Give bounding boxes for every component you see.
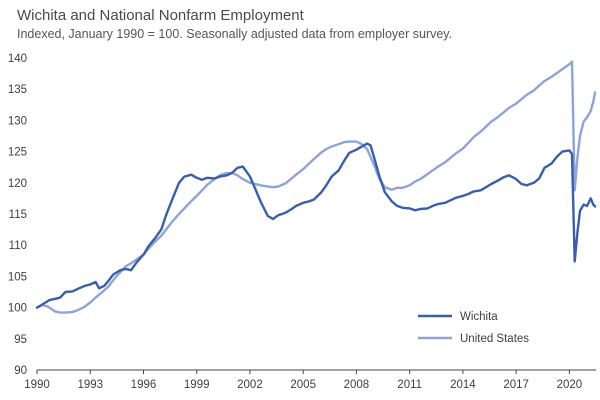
y-tick-label: 125	[8, 147, 27, 159]
y-tick-label: 115	[9, 209, 27, 221]
legend-label: Wichita	[460, 311, 498, 323]
y-axis: 90 95 100 105 110 115 120 125 130 135 140	[8, 53, 27, 377]
x-tick-label: 1990	[24, 379, 50, 391]
y-tick-label: 135	[8, 84, 27, 96]
y-tick-label: 100	[8, 303, 27, 315]
y-tick-label: 95	[14, 334, 27, 346]
x-tick-label: 2017	[503, 379, 529, 391]
chart-title: Wichita and National Nonfarm Employment	[17, 7, 304, 24]
chart-subtitle: Indexed, January 1990 = 100. Seasonally …	[17, 27, 453, 41]
y-tick-label: 120	[8, 178, 27, 190]
y-tick-label: 130	[8, 115, 27, 127]
legend: Wichita United States	[418, 311, 529, 345]
x-tick-label: 2008	[344, 379, 370, 391]
x-tick-label: 1999	[184, 379, 210, 391]
x-axis: 1990 1993 1996 1999 2002 2005 2008 2011 2014 2017…	[24, 369, 596, 391]
x-tick-label: 1993	[77, 379, 103, 391]
x-tick-label: 2011	[397, 379, 422, 391]
series-line-united-states	[35, 60, 597, 314]
series-line-wichita	[35, 142, 597, 309]
x-tick-label: 2005	[290, 379, 316, 391]
y-tick-label: 90	[14, 365, 27, 377]
y-tick-label: 140	[8, 53, 27, 65]
legend-label: United States	[460, 333, 529, 345]
y-tick-label: 105	[8, 271, 27, 283]
series-layer	[35, 60, 597, 314]
x-tick-label: 2020	[557, 379, 583, 391]
x-tick-label: 2014	[450, 379, 476, 391]
x-tick-label: 1996	[131, 379, 157, 391]
x-tick-label: 2002	[237, 379, 263, 391]
y-tick-label: 110	[9, 240, 27, 252]
